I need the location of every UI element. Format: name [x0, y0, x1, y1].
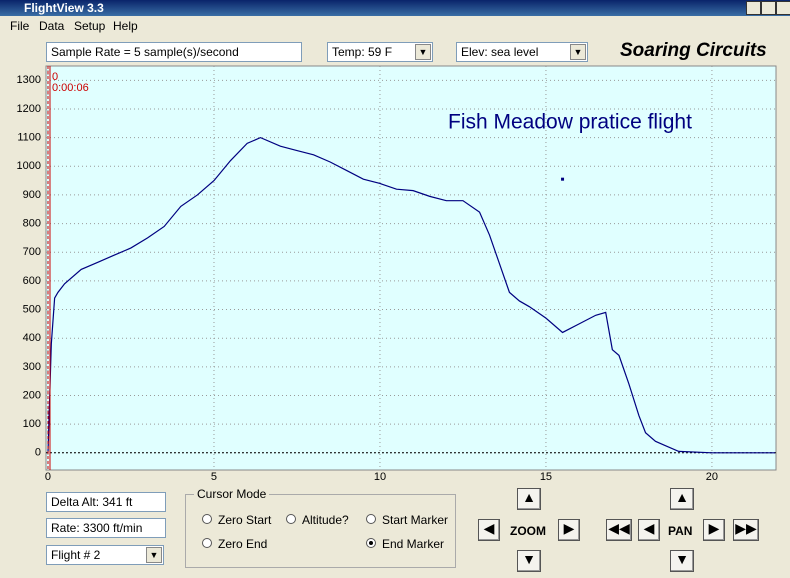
elev-value: Elev: sea level	[461, 45, 539, 59]
pan-down[interactable]: ▼	[670, 550, 694, 572]
group-title: Cursor Mode	[194, 487, 270, 501]
cursor-mode-group: Cursor Mode Zero Start Altitude? Start Mar…	[185, 487, 456, 568]
radio-label: Altitude?	[302, 513, 349, 527]
menu-item[interactable]: Setup	[74, 19, 106, 33]
y-tick-label: 1100	[17, 132, 41, 144]
sample-rate-field: Sample Rate = 5 sample(s)/second	[46, 42, 302, 62]
y-tick-label: 1300	[17, 74, 41, 86]
pan-far-left[interactable]: ◀◀	[606, 519, 632, 541]
y-tick-label: 700	[23, 246, 41, 258]
menu-item[interactable]: File	[10, 19, 30, 33]
y-tick-label: 900	[23, 189, 41, 201]
radio-label: End Marker	[382, 537, 445, 551]
minimize-button[interactable]	[746, 1, 761, 15]
pan-right[interactable]: ▶	[703, 519, 725, 541]
cursor-label: 0:00:06	[52, 82, 89, 94]
x-tick-label: 20	[706, 471, 718, 483]
altitude-line	[47, 136, 776, 454]
y-tick-label: 600	[23, 275, 41, 287]
dropdown-button[interactable]: ▼	[146, 547, 162, 563]
flight-combo[interactable]: Flight # 2 ▼	[46, 545, 164, 565]
title-bar: FlightView 3.3	[0, 0, 790, 16]
pan-up[interactable]: ▲	[670, 488, 694, 510]
y-tick-label: 1200	[17, 103, 41, 115]
x-tick-label: 5	[211, 471, 217, 483]
plot-area	[45, 65, 777, 471]
marker-point	[561, 177, 565, 181]
y-tick-label: 1000	[17, 160, 41, 172]
flight-value: Flight # 2	[51, 548, 101, 562]
y-tick-label: 800	[23, 217, 41, 229]
dropdown-button[interactable]: ▼	[570, 44, 586, 60]
y-tick-label: 100	[23, 418, 41, 430]
cursor-label: 0	[52, 71, 58, 83]
y-tick-label: 400	[23, 332, 41, 344]
radio-dot	[369, 541, 373, 545]
window-title: FlightView 3.3	[24, 1, 104, 15]
radio-label: Zero End	[218, 537, 268, 551]
y-tick-label: 300	[23, 361, 41, 373]
pan-left[interactable]: ◀	[638, 519, 660, 541]
zoom-label: ZOOM	[510, 524, 546, 538]
x-tick-label: 10	[374, 471, 386, 483]
radio-label: Zero Start	[218, 513, 272, 527]
menu-bar: File Data Setup Help	[0, 16, 790, 36]
maximize-button[interactable]	[761, 1, 776, 15]
annotation: Fish Meadow pratice flight	[448, 111, 692, 134]
zoom-down[interactable]: ▼	[517, 550, 541, 572]
radio-button[interactable]	[366, 514, 376, 524]
temp-value: Temp: 59 F	[332, 45, 393, 59]
y-tick-label: 0	[35, 447, 41, 459]
y-tick-label: 500	[23, 303, 41, 315]
y-tick-label: 200	[23, 389, 41, 401]
x-tick-label: 15	[540, 471, 552, 483]
delta-alt-field: Delta Alt: 341 ft	[46, 492, 166, 512]
rate-field: Rate: 3300 ft/min	[46, 518, 166, 538]
zoom-right[interactable]: ▶	[558, 519, 580, 541]
radio-button[interactable]	[202, 514, 212, 524]
radio-label: Start Marker	[382, 513, 449, 527]
elev-combo[interactable]: Elev: sea level ▼	[456, 42, 588, 62]
dropdown-button[interactable]: ▼	[415, 44, 431, 60]
pan-label: PAN	[668, 524, 693, 538]
radio-button[interactable]	[286, 514, 296, 524]
radio-button[interactable]	[202, 538, 212, 548]
zoom-left[interactable]: ◀	[478, 519, 500, 541]
close-button[interactable]	[776, 1, 790, 15]
radio-button[interactable]	[366, 538, 376, 548]
menu-item[interactable]: Help	[113, 19, 138, 33]
x-tick-label: 0	[45, 471, 51, 483]
temp-combo[interactable]: Temp: 59 F ▼	[327, 42, 433, 62]
brand: Soaring Circuits	[620, 40, 767, 61]
menu-item[interactable]: Data	[39, 19, 65, 33]
zoom-up[interactable]: ▲	[517, 488, 541, 510]
pan-far-right[interactable]: ▶▶	[733, 519, 759, 541]
